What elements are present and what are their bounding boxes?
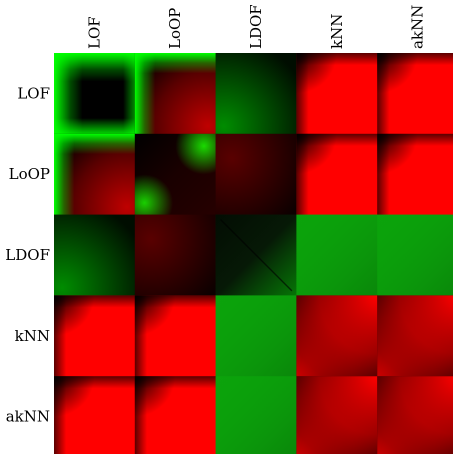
heatmap-cell-ldof-loop xyxy=(134,214,217,296)
heatmap-cell-knn-loop xyxy=(134,295,217,377)
heatmap-cells xyxy=(54,53,453,454)
heatmap-cell-ldof-aknn xyxy=(377,214,453,296)
y-tick-label: kNN xyxy=(15,327,50,345)
y-tick-label: akNN xyxy=(6,408,50,426)
heatmap-cell-lof-ldof xyxy=(215,53,297,135)
heatmap-cell-aknn-aknn xyxy=(377,376,453,454)
heatmap-cell-knn-ldof xyxy=(215,295,297,377)
y-axis-labels: LOF LoOP LDOF kNN akNN xyxy=(5,84,50,425)
heatmap-cell-loop-aknn xyxy=(377,133,453,216)
heatmap-cell-knn-lof xyxy=(54,295,136,377)
heatmap-cell-aknn-ldof xyxy=(215,376,297,454)
heatmap-cell-lof-lof xyxy=(54,53,136,135)
heatmap-cell-lof-aknn xyxy=(377,53,453,135)
heatmap-cell-knn-aknn xyxy=(377,295,453,377)
x-tick-label: LoOP xyxy=(166,8,184,49)
heatmap-cell-lof-loop xyxy=(134,53,217,135)
heatmap-cell-aknn-loop xyxy=(134,376,217,454)
x-axis-labels: LOF LoOP LDOF kNN akNN xyxy=(85,4,426,49)
heatmap-cell-knn-knn xyxy=(296,295,378,377)
y-tick-label: LDOF xyxy=(5,246,50,264)
heatmap-cell-loop-loop xyxy=(134,133,217,216)
heatmap-cell-ldof-ldof xyxy=(215,214,297,296)
x-tick-label: kNN xyxy=(328,14,346,49)
heatmap-cell-aknn-lof xyxy=(54,376,136,454)
x-tick-label: LDOF xyxy=(247,4,265,49)
heatmap-cell-loop-lof xyxy=(54,133,136,216)
heatmap-cell-loop-ldof xyxy=(215,133,297,216)
x-tick-label: akNN xyxy=(409,5,427,49)
heatmap-cell-lof-knn xyxy=(296,53,378,135)
heatmap-cell-loop-knn xyxy=(296,133,378,216)
x-tick-label: LOF xyxy=(85,16,103,49)
y-tick-label: LOF xyxy=(17,84,50,102)
heatmap-cell-aknn-knn xyxy=(296,376,378,454)
heatmap-cell-ldof-knn xyxy=(296,214,378,296)
y-tick-label: LoOP xyxy=(9,165,50,183)
heatmap-cell-ldof-lof xyxy=(54,214,136,296)
